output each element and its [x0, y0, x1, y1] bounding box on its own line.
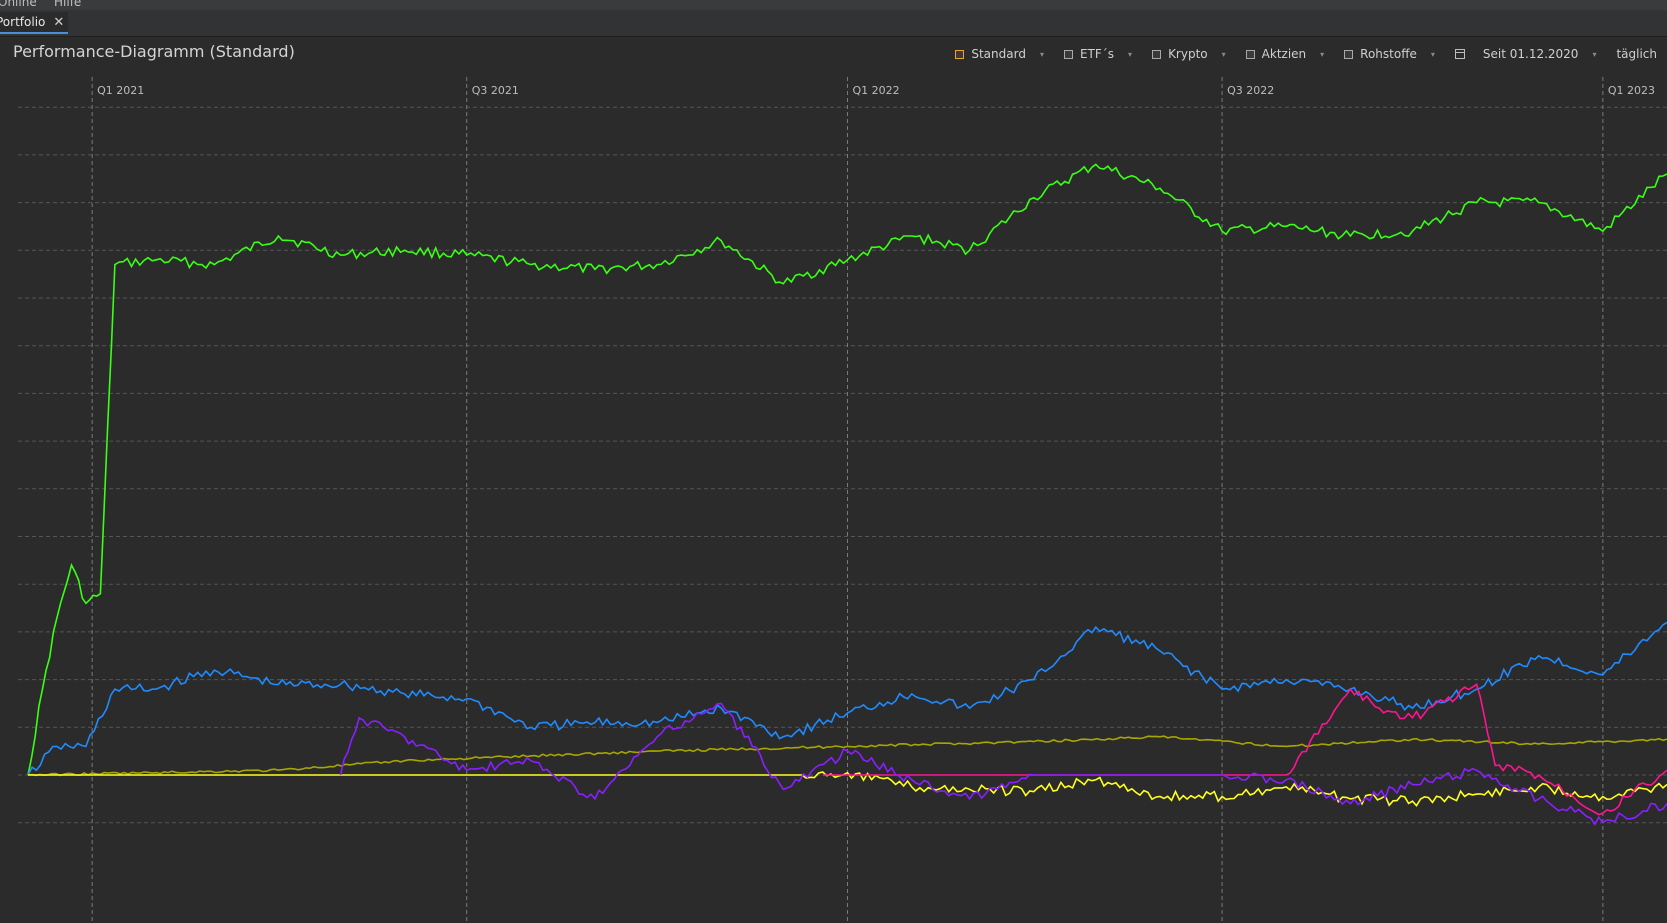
series-line-1: [27, 621, 1667, 776]
performance-chart[interactable]: Q1 2021 Q3 2021 Q1 2022 Q3 2022 Q1 2023: [0, 37, 1667, 923]
series-line-3: [28, 771, 1667, 808]
close-icon[interactable]: ✕: [53, 14, 65, 30]
chevron-down-icon[interactable]: ▾: [1592, 49, 1597, 59]
toolbar-aktzien[interactable]: Aktzien ▾: [1245, 47, 1325, 61]
checkbox-icon[interactable]: [955, 49, 965, 59]
toolbar-interval[interactable]: täglich: [1616, 47, 1657, 61]
toolbar-etfs[interactable]: ETF´s ▾: [1063, 47, 1133, 61]
page-title: Performance-Diagramm (Standard): [13, 42, 295, 61]
toolbar-krypto[interactable]: Krypto ▾: [1152, 47, 1226, 61]
chevron-down-icon[interactable]: ▾: [1039, 49, 1044, 59]
menu-bar: Online Hilfe: [0, 0, 1667, 10]
chevron-down-icon[interactable]: ▾: [1320, 49, 1325, 59]
x-tick-label: Q1 2022: [853, 84, 900, 97]
series-line-2: [27, 735, 1667, 777]
chevron-down-icon[interactable]: ▾: [1221, 49, 1226, 59]
toolbar-label: Rohstoffe: [1360, 47, 1417, 61]
series-line-4: [822, 683, 1667, 816]
x-tick-label: Q3 2021: [472, 84, 519, 97]
toolbar-label: Standard: [971, 47, 1026, 61]
menu-online[interactable]: Online: [0, 0, 37, 9]
series-line-5: [339, 702, 1667, 826]
tab-label: Portfolio: [0, 15, 46, 29]
toolbar-label: Krypto: [1168, 47, 1208, 61]
chevron-down-icon[interactable]: ▾: [1430, 49, 1435, 59]
checkbox-icon[interactable]: [1245, 49, 1255, 59]
toolbar-rohstoffe[interactable]: Rohstoffe ▾: [1344, 47, 1435, 61]
series-line-0: [27, 163, 1667, 776]
checkbox-icon[interactable]: [1344, 49, 1354, 59]
tab-portfolio[interactable]: Portfolio ✕: [0, 12, 68, 34]
toolbar-label: ETF´s: [1079, 47, 1115, 61]
tab-bar: Portfolio ✕: [0, 10, 1667, 37]
period-label: Seit 01.12.2020: [1482, 47, 1579, 61]
x-tick-label: Q3 2022: [1227, 84, 1274, 97]
x-tick-label: Q1 2023: [1608, 84, 1655, 97]
toolbar-period[interactable]: Seit 01.12.2020 ▾: [1454, 47, 1597, 61]
chart-toolbar: Standard ▾ ETF´s ▾ Krypto ▾ Aktzien ▾ Ro…: [955, 45, 1667, 63]
calendar-icon: [1454, 49, 1465, 59]
checkbox-icon[interactable]: [1063, 49, 1073, 59]
chevron-down-icon[interactable]: ▾: [1128, 49, 1133, 59]
x-tick-label: Q1 2021: [97, 84, 144, 97]
toolbar-label: Aktzien: [1261, 47, 1307, 61]
menu-hilfe[interactable]: Hilfe: [54, 0, 82, 9]
toolbar-standard[interactable]: Standard ▾: [955, 47, 1044, 61]
checkbox-icon[interactable]: [1152, 49, 1162, 59]
interval-label: täglich: [1616, 47, 1657, 61]
